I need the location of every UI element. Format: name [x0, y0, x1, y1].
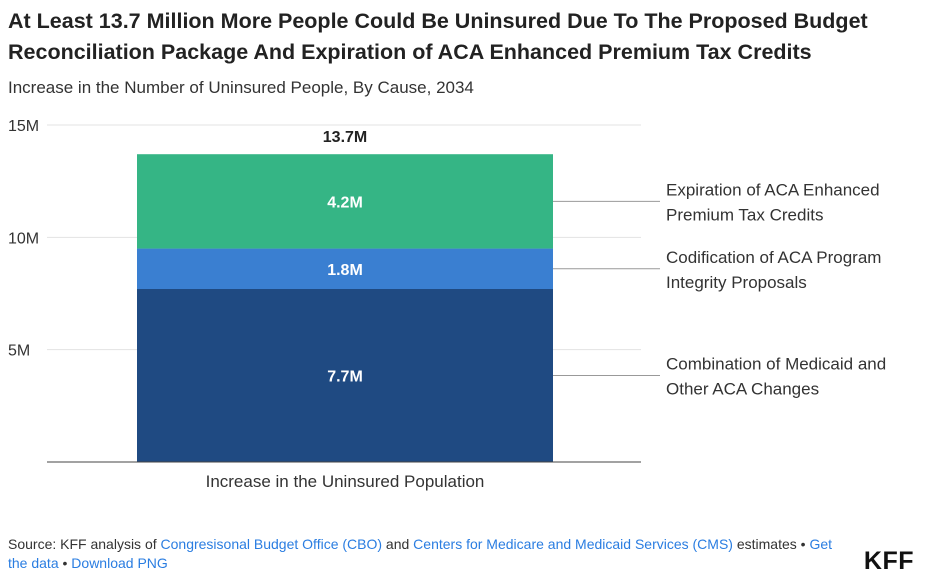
stacked-bar-chart: 5M 10M 15M 7.7M 1.8M 4.2M 13.7M Increase in the…: [8, 118, 886, 491]
legend-label: Premium Tax Credits: [666, 205, 823, 224]
cbo-link[interactable]: Congresisonal Budget Office (CBO): [160, 536, 383, 552]
legend-label: Codification of ACA Program: [666, 248, 881, 267]
legend-label: Other ACA Changes: [666, 380, 819, 399]
get-data-link[interactable]: Get the data: [8, 536, 833, 571]
and-text: and: [382, 536, 414, 552]
kff-logo: KFF: [863, 547, 914, 575]
chart-title: At Least 13.7 Million More People Could …: [8, 9, 868, 64]
chart-subtitle: Increase in the Number of Uninsured Peop…: [8, 78, 474, 97]
separator-text: •: [58, 555, 72, 571]
y-tick-label: 15M: [8, 118, 39, 135]
bar-segment: [137, 289, 553, 462]
bar-segment: [137, 154, 553, 249]
source-footer: Source: KFF analysis of Congresisonal Bu…: [8, 535, 848, 573]
source-prefix: Source: KFF analysis of: [8, 536, 161, 552]
download-png-link[interactable]: Download PNG: [71, 555, 168, 571]
legend-label: Combination of Medicaid and: [666, 355, 886, 374]
legend-label: Integrity Proposals: [666, 273, 807, 292]
y-tick-label: 5M: [8, 343, 30, 360]
bar-segment: [137, 248, 553, 290]
y-tick-label: 10M: [8, 230, 39, 247]
segment-value-label: 7.7M: [327, 369, 363, 386]
segment-value-label: 1.8M: [327, 262, 363, 279]
segment-value-label: 4.2M: [327, 194, 363, 211]
total-label: 13.7M: [323, 129, 367, 146]
x-category-label: Increase in the Uninsured Population: [206, 472, 485, 491]
estimates-text: estimates •: [732, 536, 810, 552]
cms-link[interactable]: Centers for Medicare and Medicaid Servic…: [413, 536, 733, 552]
legend-label: Expiration of ACA Enhanced: [666, 180, 880, 199]
